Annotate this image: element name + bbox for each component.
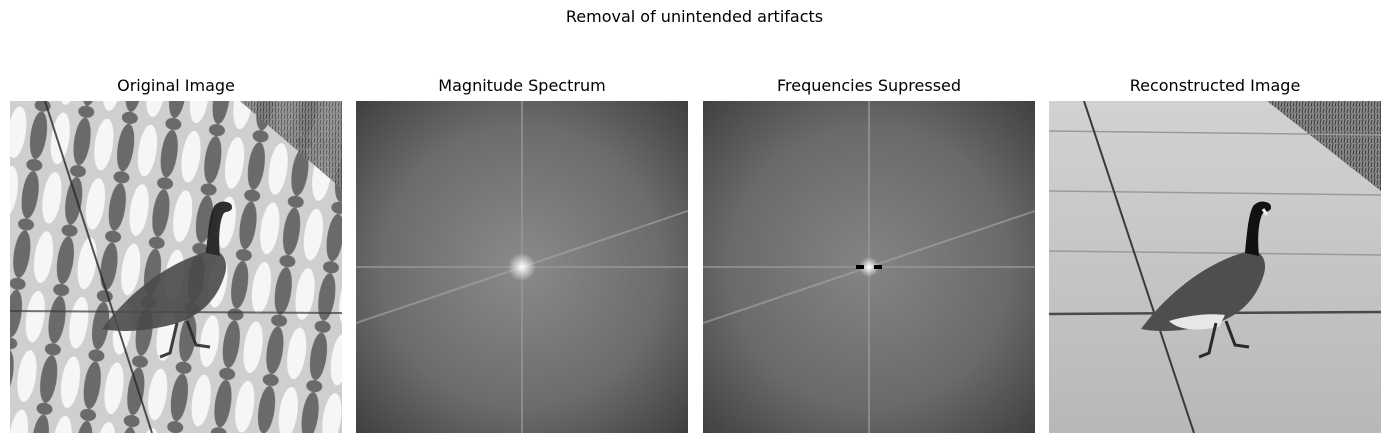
panel-title-suppressed: Frequencies Supressed — [776, 76, 962, 95]
panel-title-magnitude: Magnitude Spectrum — [438, 76, 606, 95]
panel-title-original: Original Image — [117, 76, 235, 95]
magnitude-spectrum-image — [356, 101, 688, 433]
panel-reconstructed-image: Reconstructed Image — [1049, 76, 1381, 433]
panel-title-reconstructed: Reconstructed Image — [1129, 76, 1301, 95]
reconstructed-image — [1049, 101, 1381, 433]
suppressed-spectrum-image — [703, 101, 1035, 433]
goose — [102, 201, 232, 359]
suppressed-notch-right — [874, 265, 882, 269]
panel-original-image: Original Image — [10, 76, 342, 433]
suppressed-notch-left — [856, 265, 864, 269]
panel-frequencies-suppressed: Frequencies Supressed — [703, 76, 1035, 433]
goose — [1141, 201, 1271, 359]
panel-magnitude-spectrum: Magnitude Spectrum — [356, 76, 688, 433]
original-image — [10, 101, 342, 433]
figure-suptitle: Removal of unintended artifacts — [565, 7, 824, 26]
